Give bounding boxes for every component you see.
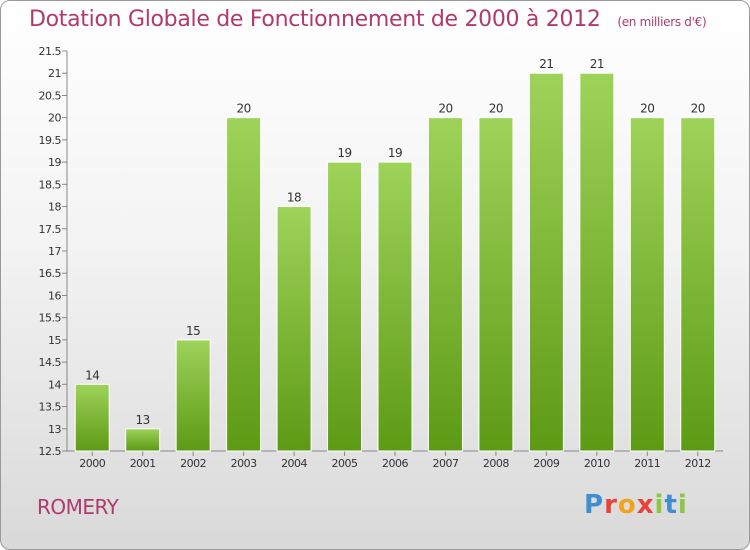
y-tick-label: 15 (48, 334, 61, 347)
x-tick-label: 2005 (332, 457, 358, 470)
data-label: 15 (186, 324, 200, 338)
data-label: 19 (388, 146, 402, 160)
commune-name: ROMERY (37, 495, 119, 519)
data-label: 20 (236, 102, 250, 116)
x-tick-label: 2004 (281, 457, 307, 470)
x-tick-label: 2007 (432, 457, 458, 470)
bar (175, 339, 211, 452)
y-tick-label: 16.5 (39, 267, 62, 280)
logo-letter: x (636, 490, 655, 520)
bar (478, 117, 514, 452)
y-tick-label: 12.5 (39, 445, 62, 458)
y-tick-label: 13 (48, 423, 61, 436)
data-label: 20 (691, 102, 705, 116)
bar (74, 383, 110, 452)
data-label: 21 (539, 57, 553, 71)
x-tick-label: 2001 (130, 457, 156, 470)
x-tick-label: 2006 (382, 457, 408, 470)
chart-title: Dotation Globale de Fonctionnement de 20… (29, 7, 707, 32)
bar (579, 72, 615, 452)
data-label: 20 (640, 102, 654, 116)
x-tick-label: 2009 (533, 457, 559, 470)
logo-letter: i (677, 490, 688, 520)
bar (327, 161, 363, 452)
y-tick-label: 16 (48, 289, 61, 302)
x-tick-label: 2002 (180, 457, 206, 470)
data-label: 21 (590, 57, 604, 71)
y-tick-label: 15.5 (39, 312, 62, 325)
bar (427, 117, 463, 452)
bar (276, 206, 312, 452)
y-tick-label: 19 (48, 156, 61, 169)
y-tick-label: 21 (48, 67, 61, 80)
y-tick-label: 14 (48, 378, 61, 391)
data-label: 20 (438, 102, 452, 116)
y-tick-label: 18 (48, 201, 61, 214)
x-tick-label: 2010 (584, 457, 610, 470)
proxiti-logo: Proxiti (584, 490, 688, 520)
bar (377, 161, 413, 452)
bar (528, 72, 564, 452)
logo-letter: i (654, 490, 665, 520)
x-tick-label: 2011 (634, 457, 660, 470)
y-tick-label: 17 (48, 245, 61, 258)
logo-letter: r (604, 490, 618, 520)
y-tick-label: 19.5 (39, 134, 62, 147)
y-tick-label: 20 (48, 112, 61, 125)
logo-letter: o (617, 490, 637, 520)
x-tick-label: 2012 (685, 457, 711, 470)
data-label: 18 (287, 191, 301, 205)
x-tick-label: 2000 (79, 457, 105, 470)
data-label: 14 (85, 368, 99, 382)
data-label: 13 (136, 413, 150, 427)
x-tick-label: 2003 (231, 457, 257, 470)
y-tick-label: 14.5 (39, 356, 62, 369)
y-tick-label: 20.5 (39, 89, 62, 102)
chart-unit: (en milliers d'€) (617, 15, 707, 29)
y-tick-label: 21.5 (39, 45, 62, 58)
logo-letter: P (584, 490, 605, 520)
x-tick-label: 2008 (483, 457, 509, 470)
data-label: 20 (489, 102, 503, 116)
data-label: 19 (337, 146, 351, 160)
bar (680, 117, 716, 452)
bar (125, 428, 161, 452)
chart-title-text: Dotation Globale de Fonctionnement de 20… (29, 7, 601, 32)
y-tick-label: 17.5 (39, 223, 62, 236)
y-tick-label: 18.5 (39, 178, 62, 191)
logo-letter: t (664, 490, 678, 520)
bar (629, 117, 665, 452)
bar (226, 117, 262, 452)
y-tick-label: 13.5 (39, 401, 62, 414)
